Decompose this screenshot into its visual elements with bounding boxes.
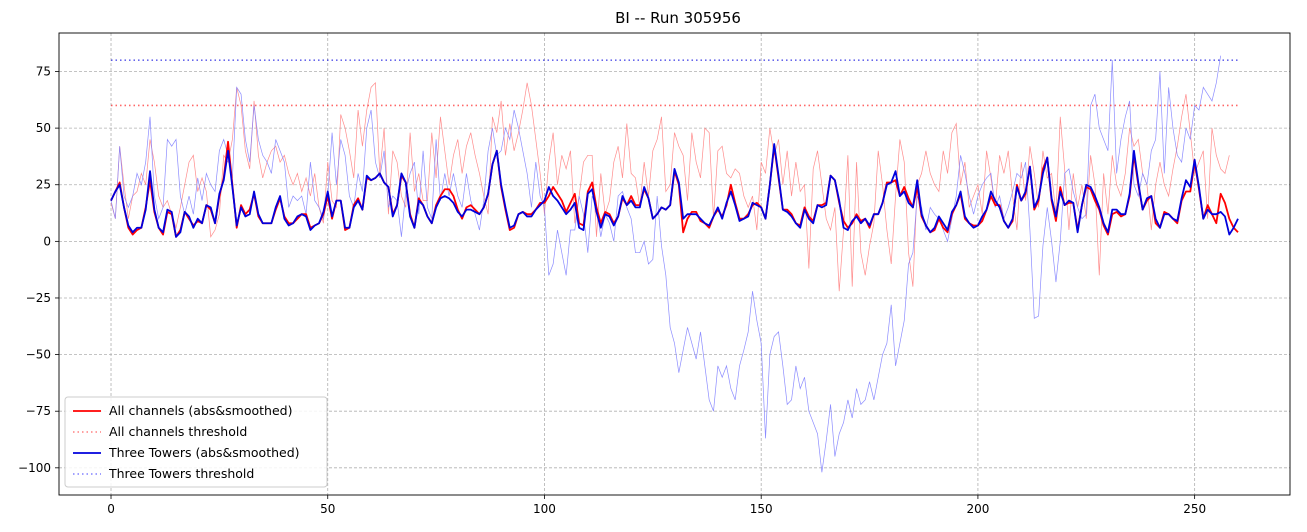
y-tick-label: −25: [26, 291, 51, 305]
x-tick-label: 150: [750, 502, 773, 516]
chart-title: BI -- Run 305956: [615, 9, 741, 27]
y-tick-label: 75: [36, 65, 51, 79]
raw-signal-lines: [110, 55, 1230, 473]
y-tick-label: −50: [26, 348, 51, 362]
x-tick-label: 200: [966, 502, 989, 516]
x-tick-label: 250: [1183, 502, 1206, 516]
smoothed-series-line-2: [110, 143, 1239, 238]
y-tick-label: −75: [26, 404, 51, 418]
axes: 0 50 100 150 200 250 −100 −75 −50 −25 0 25 50 75: [18, 32, 1291, 516]
threshold-lines: [111, 59, 1238, 107]
legend: All channels (abs&smoothed) All channels …: [64, 396, 328, 488]
legend-box: [64, 396, 328, 488]
plot-frame: [58, 32, 1291, 496]
raw-series-line-5: [110, 55, 1221, 473]
legend-label: All channels (abs&smoothed): [109, 403, 292, 418]
legend-label: Three Towers (abs&smoothed): [108, 445, 300, 460]
y-tick-label: −100: [18, 461, 51, 475]
legend-label: All channels threshold: [109, 424, 247, 439]
x-tick-label: 0: [107, 502, 115, 516]
smoothed-signal-lines: [110, 140, 1239, 238]
y-tick-label: 25: [36, 178, 51, 192]
y-tick-label: 50: [36, 121, 51, 135]
raw-series-line-4: [110, 81, 1230, 292]
x-tick-label: 100: [533, 502, 556, 516]
legend-label: Three Towers threshold: [108, 466, 254, 481]
x-tick-label: 50: [320, 502, 335, 516]
y-tick-label: 0: [43, 234, 51, 248]
